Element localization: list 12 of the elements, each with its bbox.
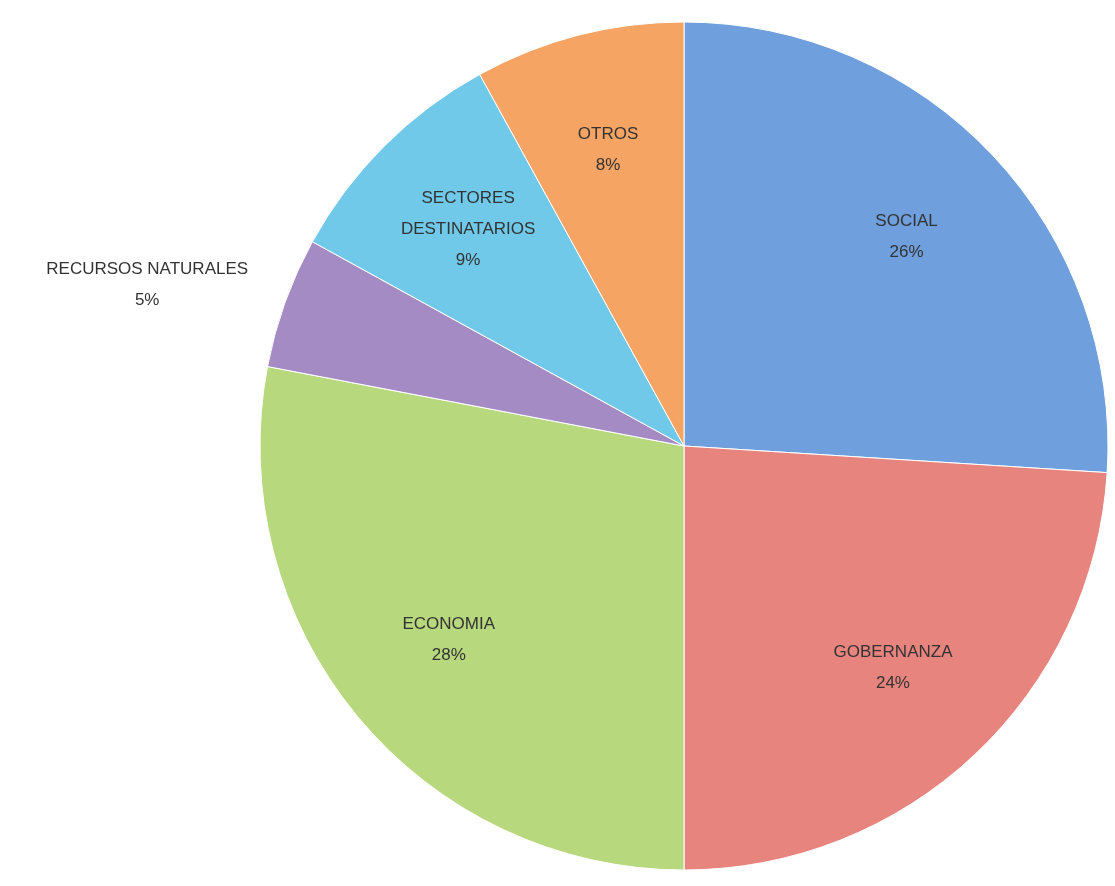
data-label: 8%	[595, 155, 621, 175]
slice-label: RECURSOS NATURALES	[46, 259, 249, 279]
slice-label: ECONOMIA	[402, 614, 496, 634]
slice-label: GOBERNANZA	[833, 642, 954, 662]
slice-label: OTROS	[577, 124, 639, 144]
data-label: 5%	[134, 290, 160, 310]
data-label: 24%	[875, 673, 910, 693]
slice-label: SECTORES DESTINATARIOS	[400, 188, 536, 239]
slice-label: SOCIAL	[875, 211, 938, 231]
data-label: 28%	[431, 645, 466, 665]
data-label: 9%	[455, 250, 481, 270]
data-label: 26%	[889, 242, 924, 262]
